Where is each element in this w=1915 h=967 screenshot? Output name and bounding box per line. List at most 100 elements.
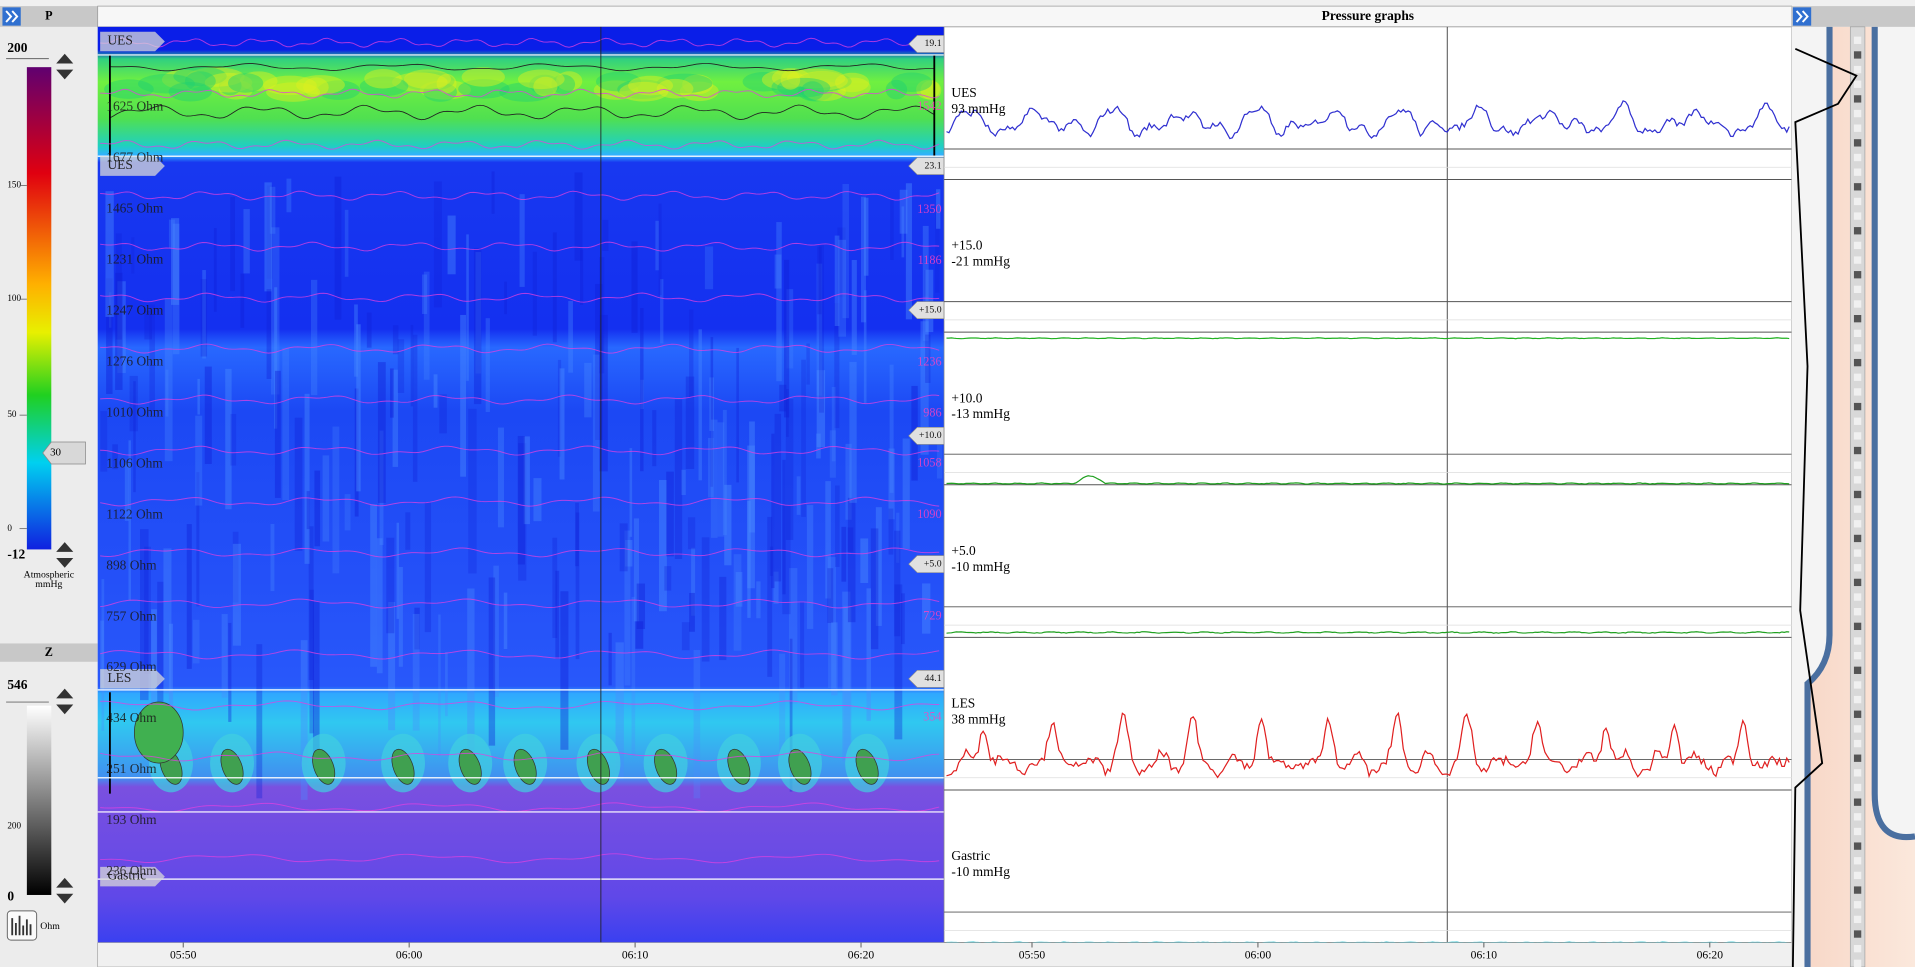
texture-streak: [658, 203, 662, 296]
sensor: [1853, 651, 1862, 660]
texture-streak: [783, 259, 790, 418]
texture-streak: [228, 622, 232, 722]
texture-streak: [386, 537, 395, 634]
ues-hotspot: [359, 76, 409, 97]
impedance-value: 354: [923, 710, 941, 724]
impedance-trace: [100, 37, 940, 48]
texture-streak: [100, 411, 108, 472]
z-min-spinner[interactable]: [56, 877, 74, 904]
texture-streak: [920, 321, 929, 455]
time-tick-label: 06:00: [1245, 949, 1272, 962]
impedance-label: 193 Ohm: [106, 812, 157, 827]
texture-streak: [370, 504, 377, 667]
texture-streak: [842, 591, 851, 762]
sensor: [1853, 285, 1862, 294]
texture-streak: [488, 577, 496, 746]
sensor: [1853, 769, 1862, 777]
texture-streak: [115, 233, 122, 340]
texture-streak: [197, 378, 200, 415]
texture-streak: [786, 389, 789, 437]
sensor: [1853, 564, 1862, 572]
impedance-label: 1677 Ohm: [106, 149, 164, 164]
min-spinner[interactable]: [56, 542, 74, 568]
texture-streak: [294, 417, 303, 551]
texture-streak: [851, 259, 857, 355]
texture-streak: [438, 614, 441, 756]
texture-streak: [433, 374, 438, 408]
texture-streak: [532, 251, 537, 336]
texture-streak: [708, 437, 714, 498]
ues-hotspot: [920, 80, 942, 100]
impedance-label: 1231 Ohm: [106, 251, 164, 266]
texture-streak: [681, 622, 690, 651]
impedance-value: 1090: [917, 507, 941, 521]
texture-streak: [633, 518, 640, 622]
sensor: [1853, 51, 1862, 59]
texture-streak: [405, 512, 411, 550]
sensor: [1853, 256, 1862, 264]
channel-value: -13 mmHg: [951, 406, 1010, 421]
sensor: [1853, 490, 1862, 499]
texture-streak: [717, 422, 725, 537]
texture-streak: [270, 524, 275, 592]
ues-hotspot: [419, 80, 471, 100]
texture-streak: [168, 219, 175, 249]
texture-streak: [698, 329, 702, 481]
threshold-marker[interactable]: [42, 441, 86, 465]
impedance-value: 1058: [917, 456, 941, 470]
impedance-icon[interactable]: [6, 910, 38, 941]
texture-streak: [269, 186, 276, 234]
pressure-trace: [946, 337, 1790, 340]
texture-streak: [736, 347, 739, 483]
sensor: [1853, 695, 1862, 704]
impedance-label: 1106 Ohm: [106, 455, 163, 470]
impedance-label: 1247 Ohm: [106, 302, 164, 317]
impedance-max: 546: [7, 677, 27, 692]
impedance-trace: [100, 802, 940, 813]
sensor: [1853, 417, 1862, 425]
texture-streak: [575, 512, 580, 660]
impedance-trace: [100, 292, 940, 303]
topography-layer: UES UES LES Gastric 1625 Ohm 1677 Ohm 1465 Ohm…: [97, 26, 945, 943]
texture-streak: [414, 607, 420, 650]
texture-streak: [552, 537, 558, 639]
texture-streak: [144, 546, 151, 674]
channel-name: UES: [951, 85, 976, 100]
texture-streak: [423, 271, 430, 380]
texture-streak: [105, 191, 114, 317]
texture-streak: [831, 622, 838, 696]
texture-streak: [709, 377, 714, 431]
ues-hotspot: [771, 68, 811, 88]
texture-streak: [905, 183, 912, 320]
texture-streak: [599, 257, 605, 374]
ues-hotspot: [796, 71, 848, 91]
graphs-title: Pressure graphs: [1322, 8, 1414, 23]
texture-streak: [722, 409, 727, 536]
texture-streak: [861, 196, 866, 323]
texture-streak: [131, 237, 135, 274]
texture-streak: [704, 246, 714, 290]
sensor: [1853, 578, 1862, 587]
max-spinner[interactable]: [56, 53, 74, 80]
texture-streak: [397, 339, 405, 393]
texture-streak: [838, 239, 847, 337]
texture-streak: [274, 370, 281, 498]
impedance-value: 1186: [918, 253, 942, 267]
texture-streak: [170, 218, 180, 305]
sensor: [1853, 329, 1862, 337]
ues-hotspot: [204, 72, 253, 93]
ues-hotspot: [656, 73, 713, 94]
texture-streak: [710, 419, 718, 538]
impedance-trace: [100, 496, 940, 507]
sensor: [1853, 36, 1862, 44]
impedance-trace: [100, 700, 940, 711]
texture-streak: [631, 241, 638, 333]
texture-streak: [460, 314, 467, 477]
z-max-spinner[interactable]: [56, 688, 74, 715]
top-header: [97, 5, 1793, 28]
sensor: [1853, 901, 1862, 909]
ues-hotspot: [891, 72, 933, 93]
texture-streak: [322, 455, 330, 542]
sensor: [1853, 783, 1862, 792]
